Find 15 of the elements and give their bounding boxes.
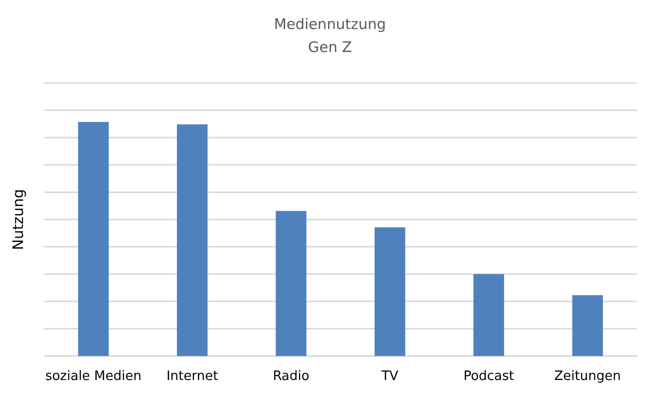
bar <box>374 227 406 356</box>
x-tick-label: TV <box>380 369 398 384</box>
x-tick-label: Podcast <box>463 369 514 384</box>
y-axis-title: Nutzung <box>11 189 27 250</box>
chart-title: Mediennutzung <box>274 17 386 33</box>
x-tick-label: Zeitungen <box>554 369 621 384</box>
x-tick-label: Internet <box>166 369 218 384</box>
x-tick-label: Radio <box>272 369 310 384</box>
bar <box>276 210 306 356</box>
x-tick-label: soziale Medien <box>45 369 142 384</box>
bar <box>176 124 208 356</box>
bar <box>473 274 504 356</box>
bar <box>572 295 603 356</box>
chart-subtitle: Gen Z <box>308 40 352 56</box>
bar <box>78 122 109 356</box>
